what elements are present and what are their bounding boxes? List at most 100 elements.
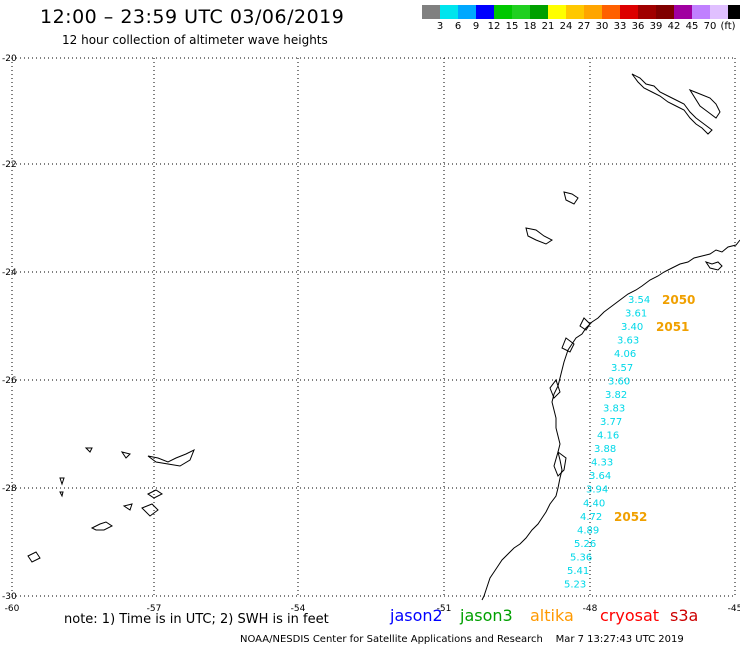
- satellite-s3a: s3a: [670, 606, 699, 625]
- swh-value: 3.88: [594, 444, 616, 455]
- swh-value: 5.36: [570, 552, 592, 563]
- swh-readings: 3.54 3.61 3.40 3.63 4.06 3.57 3.60 3.82 3.83 3.77…: [564, 295, 650, 591]
- latitude-label: -22: [2, 160, 17, 170]
- colorbar-swatch: [620, 5, 638, 19]
- colorbar-swatch: [494, 5, 512, 19]
- colorbar-label: 24: [559, 21, 573, 32]
- swh-value: 4.06: [614, 349, 636, 360]
- swh-value: 5.41: [567, 566, 589, 577]
- river-northeast-2: [688, 88, 721, 119]
- colorbar-swatch: [584, 5, 602, 19]
- colorbar-label: 21: [541, 21, 555, 32]
- satellite-jason2: jason2: [390, 606, 443, 625]
- island-8: [122, 503, 133, 511]
- colorbar-label: 30: [595, 21, 609, 32]
- colorbar-label: 6: [454, 21, 462, 32]
- latitude-label: -20: [2, 54, 17, 64]
- island-2: [120, 451, 131, 459]
- coastline: [27, 73, 740, 601]
- colorbar-label: (ft): [720, 21, 736, 32]
- swh-value: 3.82: [605, 390, 627, 401]
- coastline-estuary-3: [549, 378, 561, 399]
- colorbar-label: 42: [667, 21, 681, 32]
- colorbar-label: 36: [631, 21, 645, 32]
- colorbar-label: 70: [703, 21, 717, 32]
- swh-value: 3.54: [628, 295, 650, 306]
- colorbar-swatch: [512, 5, 530, 19]
- colorbar-swatch: [692, 5, 710, 19]
- longitude-label: -57: [147, 604, 162, 614]
- island-7: [147, 489, 163, 499]
- credit-line: NOAA/NESDIS Center for Satellite Applica…: [240, 634, 684, 645]
- latitude-label: -24: [2, 268, 17, 278]
- swh-value: 4.40: [583, 498, 605, 509]
- latitude-label: -30: [2, 592, 17, 602]
- colorbar-swatch: [566, 5, 584, 19]
- swh-value: 3.40: [621, 322, 643, 333]
- time-label: 2052: [614, 510, 647, 524]
- satellite-cryosat: cryosat: [600, 606, 660, 625]
- swh-value: 5.23: [564, 580, 586, 591]
- swh-value: 3.57: [611, 363, 633, 374]
- swh-value: 5.26: [574, 539, 596, 550]
- colorbar-label: 9: [472, 21, 480, 32]
- footnote: note: 1) Time is in UTC; 2) SWH is in fe…: [64, 612, 329, 627]
- colorbar-swatch: [530, 5, 548, 19]
- satellite-altika: altika: [530, 606, 574, 625]
- colorbar-swatch: [458, 5, 476, 19]
- latitude-label: -28: [2, 484, 17, 494]
- colorbar-swatch: [710, 5, 728, 19]
- colorbar-label: 45: [685, 21, 699, 32]
- island-3: [84, 447, 93, 453]
- colorbar-label: 18: [523, 21, 537, 32]
- swh-value: 3.61: [625, 309, 647, 320]
- longitude-label: -45: [728, 604, 740, 614]
- lake-1: [563, 191, 579, 205]
- swh-value: 3.60: [608, 376, 630, 387]
- island-5: [90, 521, 113, 531]
- colorbar-label: 12: [487, 21, 501, 32]
- longitude-label: -54: [291, 604, 306, 614]
- swh-value: 4.72: [580, 512, 602, 523]
- colorbar-swatch: [440, 5, 458, 19]
- coastline-lagoon: [704, 261, 723, 271]
- colorbar-label: 15: [505, 21, 519, 32]
- credit-text: NOAA/NESDIS Center for Satellite Applica…: [240, 634, 543, 645]
- coastline-estuary-2: [561, 337, 575, 353]
- coastline-mainland: [481, 239, 740, 601]
- colorbar-swatch: [638, 5, 656, 19]
- swh-value: 4.16: [597, 431, 619, 442]
- colorbar-swatch: [674, 5, 692, 19]
- colorbar-swatch: [548, 5, 566, 19]
- satellite-jason3: jason3: [460, 606, 513, 625]
- longitude-label: -48: [583, 604, 598, 614]
- map-title: 12:00 – 23:59 UTC 03/06/2019: [40, 6, 345, 28]
- time-label: 2050: [662, 293, 695, 307]
- island-4: [141, 503, 159, 517]
- coastline-estuary-1: [579, 317, 591, 331]
- wave-height-colorbar: [422, 5, 740, 19]
- river-northeast: [631, 73, 713, 135]
- island-10: [59, 491, 64, 498]
- coastline-sound: [553, 451, 567, 477]
- colorbar-label: 27: [577, 21, 591, 32]
- colorbar-swatch: [656, 5, 674, 19]
- latitude-labels: -20 -22 -24 -26 -28 -30: [2, 54, 17, 602]
- colorbar-labels: 3 6 9 12 15 18 21 24 27 30 33 36 39 42 45 70 (ft): [422, 21, 740, 35]
- time-label: 2051: [656, 320, 689, 334]
- timestamp: Mar 7 13:27:43 UTC 2019: [555, 634, 684, 645]
- colorbar-label: 39: [649, 21, 663, 32]
- longitude-label: -60: [5, 604, 20, 614]
- colorbar-swatch: [602, 5, 620, 19]
- time-labels: 2050 2051 2052: [614, 293, 695, 524]
- island-6: [27, 551, 41, 563]
- longitude-labels: -60 -57 -54 -51 -48 -45: [5, 604, 740, 614]
- colorbar-label: 3: [436, 21, 444, 32]
- colorbar-label: 33: [613, 21, 627, 32]
- swh-value: 3.64: [589, 471, 611, 482]
- island-1: [147, 448, 195, 467]
- swh-value: 3.63: [617, 336, 639, 347]
- island-9: [59, 477, 65, 486]
- colorbar-swatch: [476, 5, 494, 19]
